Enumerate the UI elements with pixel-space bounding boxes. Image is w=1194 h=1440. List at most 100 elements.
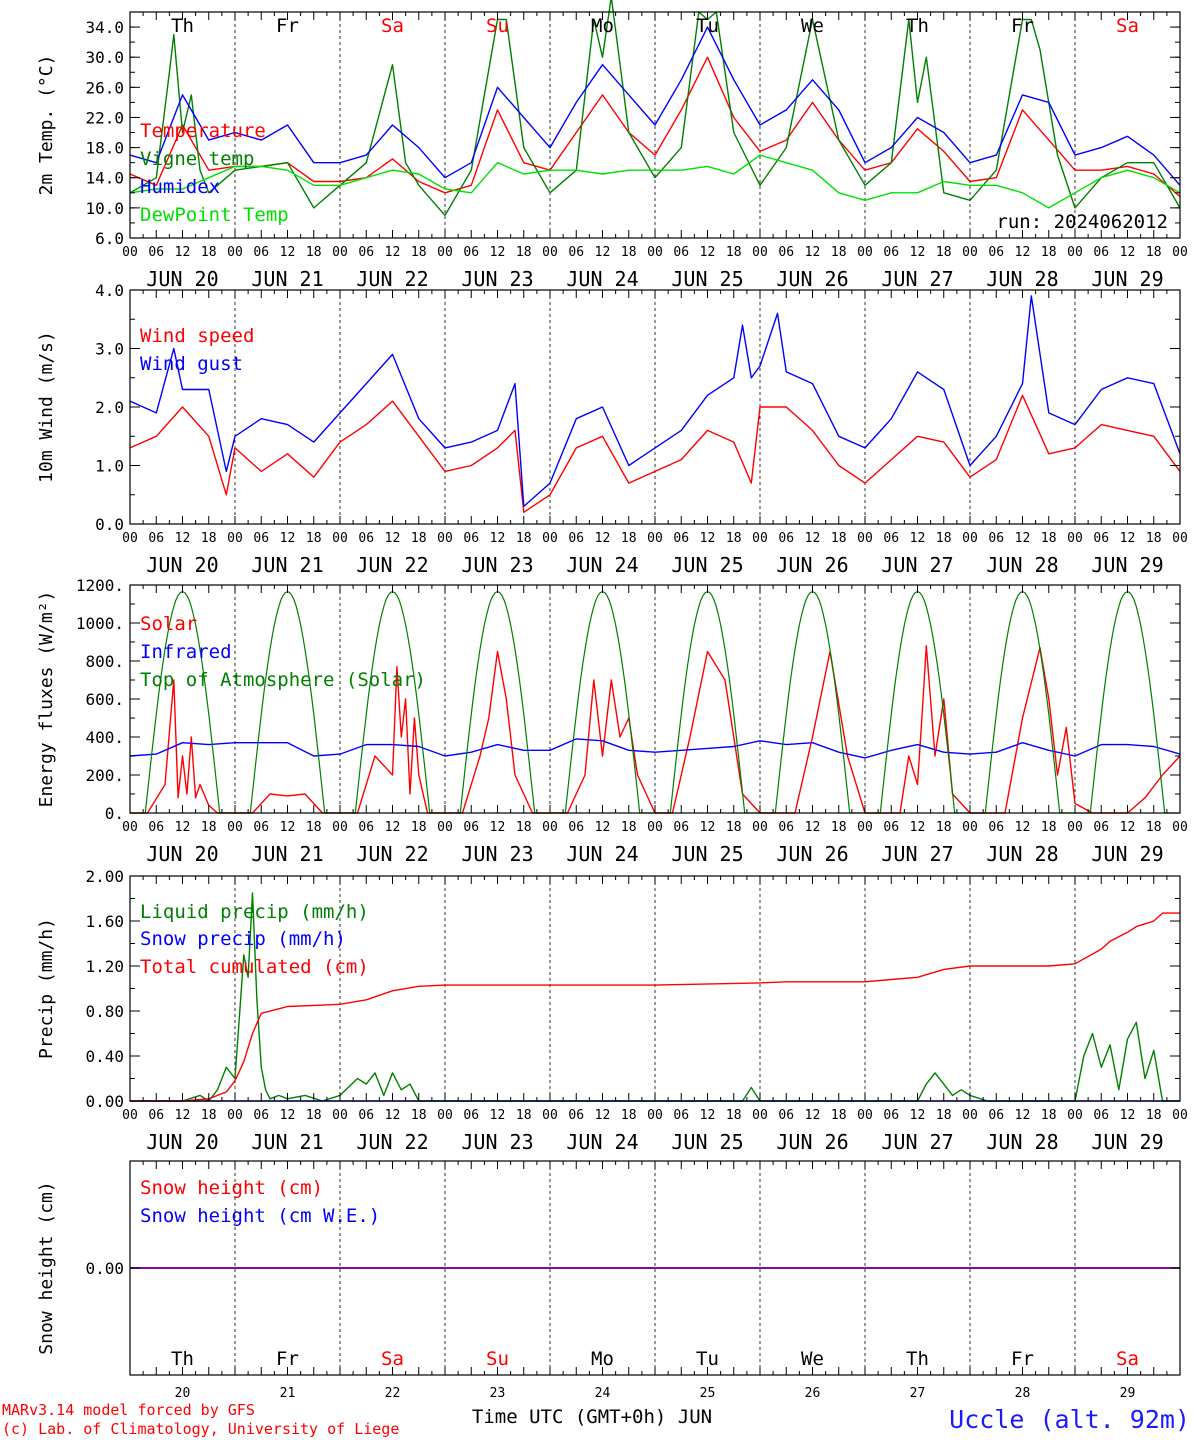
hour-label: 00	[227, 245, 243, 260]
y-tick-label: 4.0	[95, 281, 124, 300]
date-label: JUN 23	[461, 267, 533, 291]
hour-label: 00	[332, 1108, 348, 1123]
day-number-label: 26	[805, 1386, 821, 1401]
hour-label: 00	[542, 531, 558, 546]
day-name-label: Fr	[1011, 1348, 1034, 1370]
hour-label: 00	[1067, 245, 1083, 260]
date-label: JUN 29	[1091, 1130, 1163, 1154]
y-axis-label: Precip (mm/h)	[36, 918, 57, 1059]
series-temperature	[129, 56, 1181, 198]
hour-label: 12	[175, 1108, 191, 1123]
day-name-label: Th	[906, 15, 929, 37]
series-wind-speed	[129, 394, 1181, 513]
hour-label: 06	[463, 245, 479, 260]
hour-label: 18	[936, 531, 952, 546]
hour-label: 00	[962, 820, 978, 835]
hour-label: 12	[175, 820, 191, 835]
date-label: JUN 24	[566, 842, 638, 866]
y-axis-label: Snow height (cm)	[36, 1181, 57, 1354]
series-total-cumulated-cm-	[130, 912, 1180, 1102]
hour-label: 18	[1146, 1108, 1162, 1123]
y-tick-label: 18.0	[85, 139, 124, 158]
hour-label: 12	[805, 1108, 821, 1123]
hour-label: 18	[936, 245, 952, 260]
hour-label: 12	[700, 245, 716, 260]
axes-layer	[129, 11, 1181, 1376]
legend-entry: Vigne temp	[140, 148, 254, 170]
text-layer: 6.0 10.0 14.0 18.0 22.0 26.0 30.0 34.0 2m Temp. …	[36, 15, 1188, 1401]
hour-label: 06	[778, 531, 794, 546]
day-name-label: Sa	[1116, 15, 1139, 37]
series-infrared	[129, 738, 1181, 759]
hour-label: 06	[568, 245, 584, 260]
hour-label: 18	[621, 820, 637, 835]
legend-entry: Top of Atmosphere (Solar)	[140, 669, 426, 691]
hour-label: 06	[253, 1108, 269, 1123]
y-tick-label: 10.0	[85, 199, 124, 218]
date-label: JUN 24	[566, 267, 638, 291]
hour-label: 06	[673, 1108, 689, 1123]
hour-label: 00	[122, 820, 138, 835]
legend-entry: Temperature	[140, 120, 266, 142]
hour-label: 06	[253, 531, 269, 546]
y-tick-label: 1.0	[95, 457, 124, 476]
day-name-label: Th	[171, 15, 194, 37]
hour-label: 06	[358, 531, 374, 546]
hour-label: 00	[647, 820, 663, 835]
hour-label: 06	[883, 820, 899, 835]
hour-label: 18	[831, 820, 847, 835]
hour-label: 00	[647, 1108, 663, 1123]
hour-label: 06	[148, 245, 164, 260]
day-number-label: 28	[1015, 1386, 1031, 1401]
hour-label: 12	[175, 531, 191, 546]
hour-label: 18	[1041, 1108, 1057, 1123]
hour-label: 18	[831, 245, 847, 260]
day-name-label: Fr	[276, 1348, 299, 1370]
legend-entry: Wind gust	[140, 353, 243, 375]
hour-label: 06	[358, 1108, 374, 1123]
hour-label: 00	[332, 820, 348, 835]
hour-label: 06	[568, 820, 584, 835]
hour-label: 06	[988, 1108, 1004, 1123]
hour-label: 18	[936, 820, 952, 835]
y-tick-label: 800.	[85, 652, 124, 671]
date-label: JUN 25	[671, 267, 743, 291]
date-label: JUN 21	[251, 553, 323, 577]
hour-label: 12	[910, 531, 926, 546]
hour-label: 00	[332, 531, 348, 546]
hour-label: 12	[280, 531, 296, 546]
hour-label: 18	[201, 245, 217, 260]
date-label: JUN 29	[1091, 267, 1163, 291]
hour-label: 00	[752, 531, 768, 546]
hour-label: 00	[857, 1108, 873, 1123]
y-tick-label: 34.0	[85, 18, 124, 37]
day-number-label: 29	[1120, 1386, 1136, 1401]
hour-label: 12	[595, 245, 611, 260]
y-tick-label: 30.0	[85, 48, 124, 67]
legend-entry: Wind speed	[140, 325, 254, 347]
date-label: JUN 28	[986, 267, 1058, 291]
date-label: JUN 25	[671, 842, 743, 866]
series-wind-gust	[129, 295, 1181, 508]
y-tick-label: 600.	[85, 690, 124, 709]
legend-entry: Snow height (cm)	[140, 1177, 323, 1199]
series-dewpoint-temp	[129, 154, 1181, 209]
hour-label: 00	[542, 1108, 558, 1123]
legend-entry: Snow precip (mm/h)	[140, 928, 346, 950]
date-label: JUN 27	[881, 1130, 953, 1154]
hour-label: 18	[516, 245, 532, 260]
hour-label: 00	[227, 820, 243, 835]
hour-label: 06	[568, 531, 584, 546]
date-label: JUN 29	[1091, 553, 1163, 577]
date-label: JUN 26	[776, 1130, 848, 1154]
date-label: JUN 22	[356, 842, 428, 866]
hour-label: 06	[253, 245, 269, 260]
legend-entry: Liquid precip (mm/h)	[140, 901, 369, 923]
day-name-label: Mo	[591, 15, 614, 37]
hour-label: 06	[463, 820, 479, 835]
hour-label: 00	[1172, 820, 1188, 835]
hour-label: 12	[595, 820, 611, 835]
day-number-label: 25	[700, 1386, 716, 1401]
date-label: JUN 24	[566, 1130, 638, 1154]
hour-label: 12	[280, 1108, 296, 1123]
